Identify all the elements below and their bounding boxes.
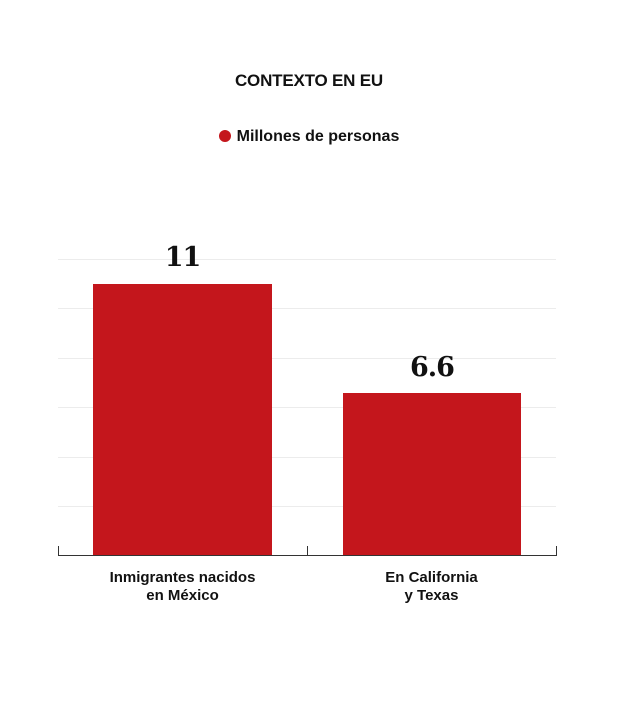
gridline (58, 506, 556, 507)
gridline (58, 358, 556, 359)
x-axis-tick (307, 546, 308, 556)
chart-title: CONTEXTO EN EU (234, 71, 384, 90)
legend-label: Millones de personas (236, 128, 400, 145)
x-label-line: En California (385, 569, 478, 586)
bar-inmigrantes (93, 284, 272, 555)
bar-california-texas (343, 393, 521, 555)
x-label-line: Inmigrantes nacidos (109, 569, 256, 586)
gridline (58, 308, 556, 309)
x-label-line: en México (146, 587, 219, 604)
value-label-california-texas: 6.6 (410, 352, 455, 383)
x-axis-tick (58, 546, 59, 556)
legend-dot-icon (218, 130, 231, 142)
x-label-inmigrantes: Inmigrantes nacidos en México (58, 569, 307, 605)
x-axis-tick (556, 546, 557, 556)
gridline (58, 407, 556, 408)
x-label-line: y Texas (404, 587, 459, 604)
gridline (58, 457, 556, 458)
x-label-california-texas: En California y Texas (307, 569, 556, 605)
plot-area (58, 259, 556, 555)
gridline (58, 259, 556, 260)
value-label-inmigrantes: 11 (164, 242, 202, 273)
legend: Millones de personas (0, 128, 618, 146)
